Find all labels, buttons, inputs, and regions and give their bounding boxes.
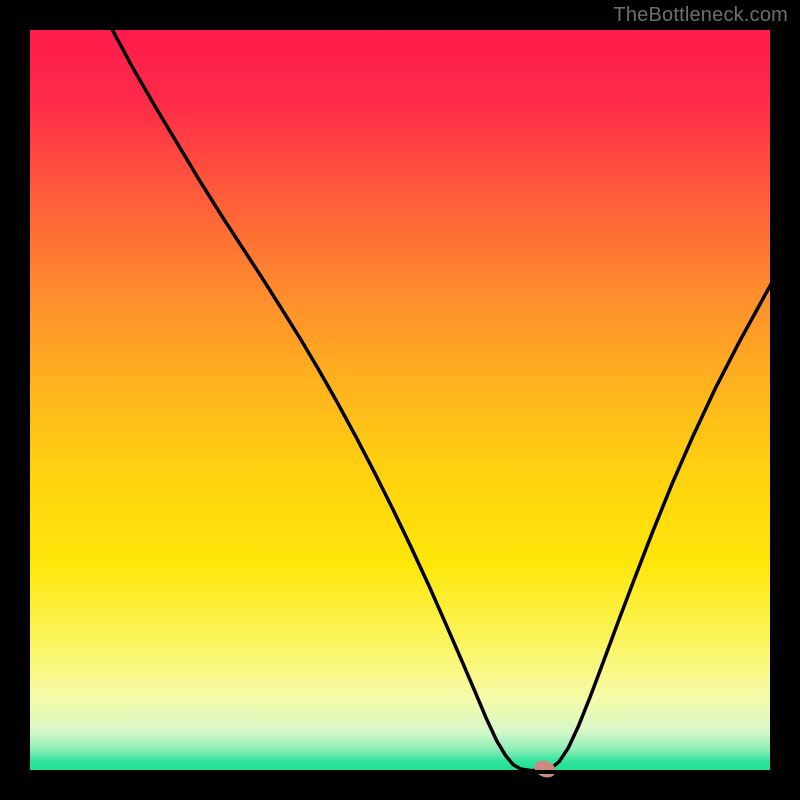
image-root: TheBottleneck.com <box>0 0 800 800</box>
watermark-text: TheBottleneck.com <box>613 4 788 27</box>
chart-svg <box>0 0 800 800</box>
plot-background <box>28 28 772 772</box>
